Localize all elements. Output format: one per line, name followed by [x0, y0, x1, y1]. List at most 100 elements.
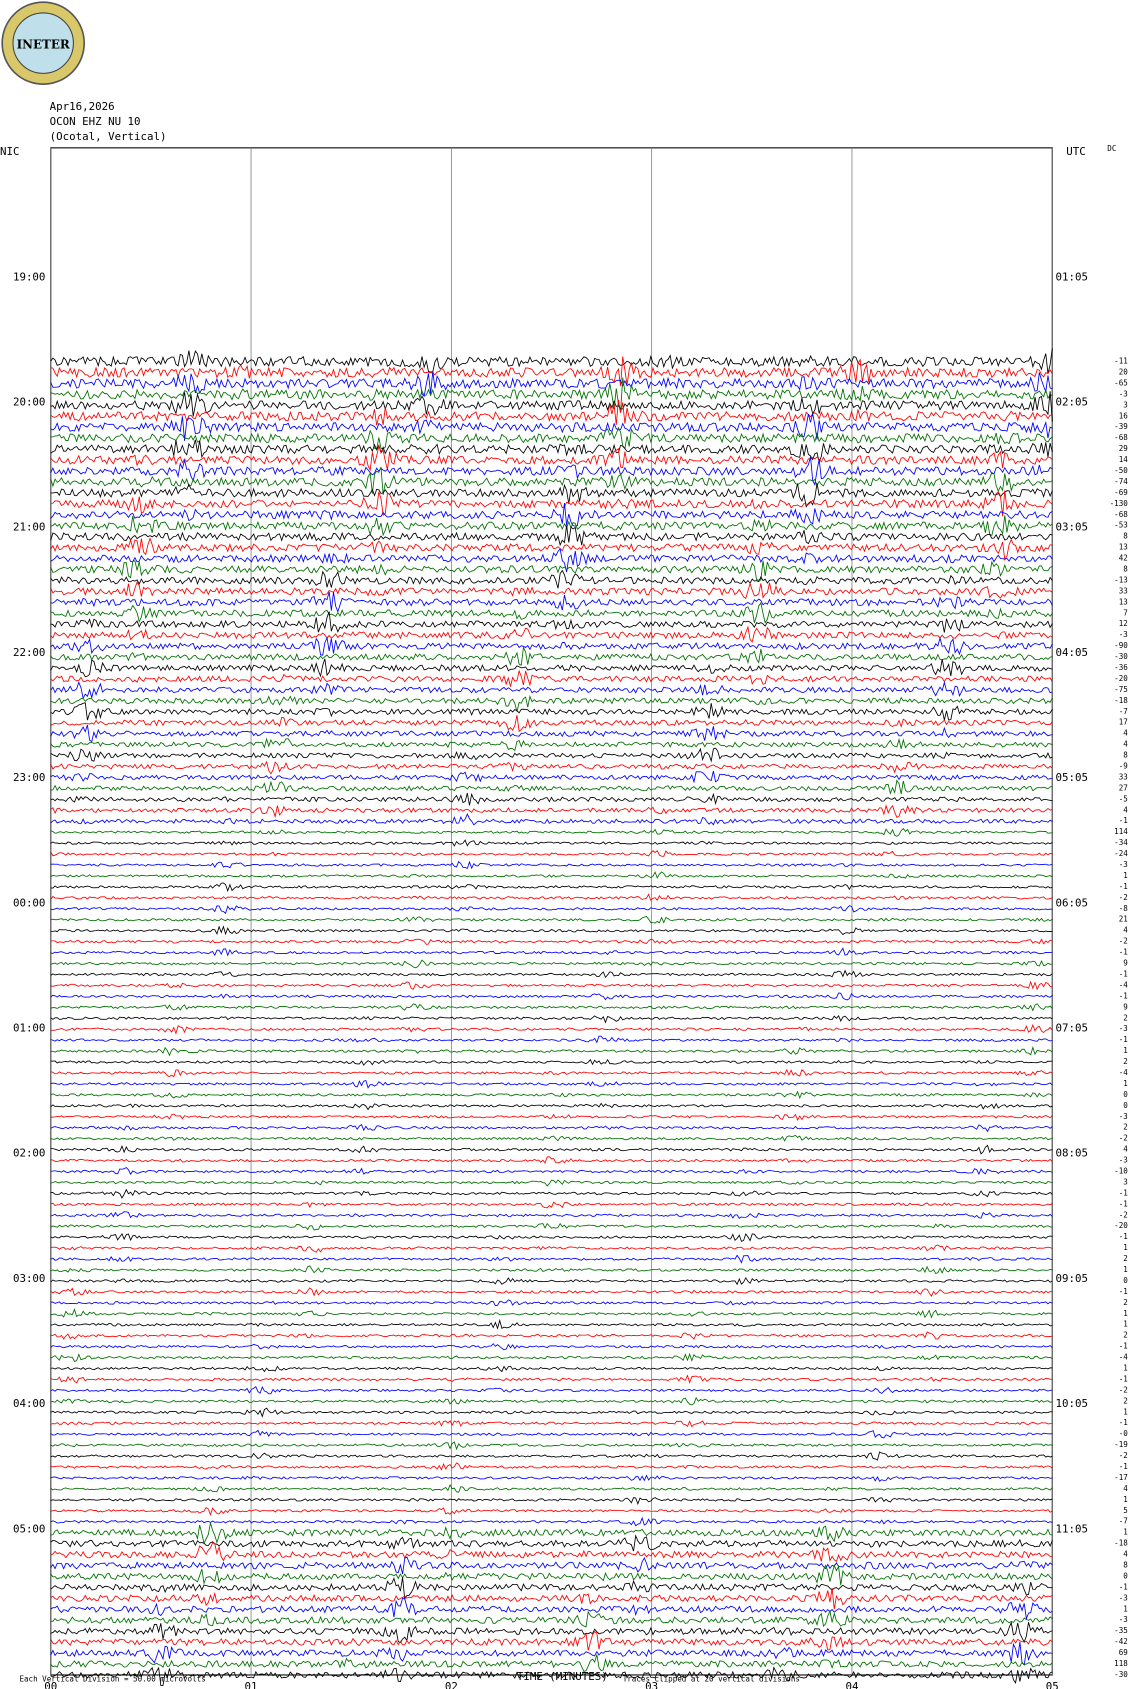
dc-offset: 42: [1119, 554, 1128, 563]
dc-offset: -4: [1119, 980, 1129, 989]
dc-offset: 4: [1123, 1550, 1128, 1559]
right-time: 09:05: [1056, 1272, 1088, 1285]
trace: [50, 792, 1053, 806]
dc-offset: 4: [1123, 1145, 1128, 1154]
trace: [50, 377, 1053, 413]
trace: [50, 1352, 1053, 1362]
trace: [50, 645, 1053, 666]
dc-offset: 8: [1123, 751, 1128, 760]
trace: [50, 1630, 1053, 1651]
right-time: 03:05: [1056, 521, 1088, 534]
dc-offset: -1: [1119, 1418, 1129, 1427]
trace: [50, 537, 1053, 562]
dc-offset: 1: [1123, 1265, 1128, 1274]
left-time: 20:00: [13, 396, 45, 409]
dc-offset: -1: [1119, 882, 1129, 891]
x-title: TIME (MINUTES): [517, 1670, 608, 1683]
dc-offset: -36: [1114, 663, 1128, 672]
dc-offset: 0: [1123, 1090, 1128, 1099]
trace: [50, 1308, 1053, 1319]
trace: [50, 1654, 1053, 1672]
trace: [50, 947, 1053, 957]
dc-offset: -2: [1119, 1451, 1128, 1460]
dc-offset: 4: [1123, 740, 1128, 749]
left-time: 00:00: [13, 896, 45, 909]
dc-offset: 9: [1123, 1002, 1128, 1011]
trace: [50, 569, 1053, 589]
dc-offset: -68: [1114, 510, 1128, 519]
trace: [50, 591, 1053, 613]
station: OCON EHZ NU 10: [50, 115, 141, 128]
dc-offset: -3: [1119, 630, 1128, 639]
footer-scale: Each Vertical Division = 50.00 microvolt…: [19, 1674, 205, 1683]
dc-offset: -34: [1114, 838, 1128, 847]
trace: [50, 1429, 1053, 1439]
trace: [50, 1420, 1053, 1428]
dc-offset: 4: [1123, 926, 1128, 935]
trace: [50, 1556, 1053, 1575]
trace: [50, 680, 1053, 700]
right-time: 11:05: [1056, 1522, 1088, 1535]
dc-offset: -69: [1114, 488, 1128, 497]
trace: [50, 399, 1053, 426]
dc-offset: -3: [1119, 1593, 1128, 1602]
dc-offset: 1: [1123, 1243, 1128, 1252]
trace: [50, 715, 1053, 733]
dc-offset: -9: [1119, 762, 1129, 771]
dc-offset: -4: [1119, 1068, 1129, 1077]
dc-offset: -3: [1119, 1615, 1128, 1624]
dc-offset: 8: [1123, 532, 1128, 541]
trace: [50, 813, 1053, 826]
dc-offset: -1: [1119, 1232, 1129, 1241]
dc-offset: 5: [1123, 1506, 1128, 1515]
dc-offset: -13: [1114, 575, 1128, 584]
logo-text: INETER: [17, 37, 70, 51]
dc-offset: -1: [1119, 1287, 1129, 1296]
dc-offset: 0: [1123, 1101, 1128, 1110]
dc-offset: 20: [1119, 367, 1129, 376]
dc-offset: -4: [1119, 1353, 1129, 1362]
dc-offset: 0: [1123, 1276, 1128, 1285]
trace: [50, 760, 1053, 775]
trace: [50, 371, 1053, 398]
trace: [50, 1483, 1053, 1493]
left-time: 01:00: [13, 1022, 45, 1035]
dc-offset: -30: [1114, 1670, 1128, 1679]
dc-offset: 3: [1123, 400, 1128, 409]
dc-offset: -24: [1114, 849, 1128, 858]
dc-offset: -1: [1119, 991, 1129, 1000]
trace: [50, 548, 1053, 573]
dc-offset: 29: [1119, 444, 1129, 453]
trace: [50, 356, 1053, 387]
trace: [50, 581, 1053, 600]
dc-offset: -19: [1114, 1440, 1128, 1449]
left-time: 21:00: [13, 521, 45, 534]
trace: [50, 1124, 1053, 1133]
trace: [50, 1244, 1053, 1253]
left-time: 23:00: [13, 771, 45, 784]
dc-offset: -30: [1114, 652, 1128, 661]
trace: [50, 804, 1053, 819]
dc-offset: 1: [1123, 1604, 1128, 1613]
dc-offset: 2: [1123, 1298, 1128, 1307]
dc-offset: -3: [1119, 389, 1128, 398]
trace: [50, 625, 1053, 643]
dc-offset: -2: [1119, 937, 1128, 946]
dc-offset: -7: [1119, 707, 1128, 716]
dc-offset: 13: [1119, 597, 1128, 606]
trace: [50, 1441, 1053, 1451]
trace: [50, 1233, 1053, 1242]
left-time: 19:00: [13, 270, 45, 283]
trace: [50, 980, 1053, 991]
dc-offset: 118: [1114, 1659, 1128, 1668]
dc-offset: -5: [1119, 794, 1128, 803]
trace: [50, 1287, 1053, 1298]
dc-offset: 1: [1123, 1495, 1128, 1504]
trace: [50, 992, 1053, 1001]
dc-offset: 0: [1123, 1571, 1128, 1580]
dc-offset: 27: [1119, 783, 1128, 792]
trace: [50, 1588, 1053, 1610]
dc-offset: -50: [1114, 466, 1128, 475]
dc-offset: -3: [1119, 1156, 1128, 1165]
dc-offset: -1: [1119, 1199, 1129, 1208]
